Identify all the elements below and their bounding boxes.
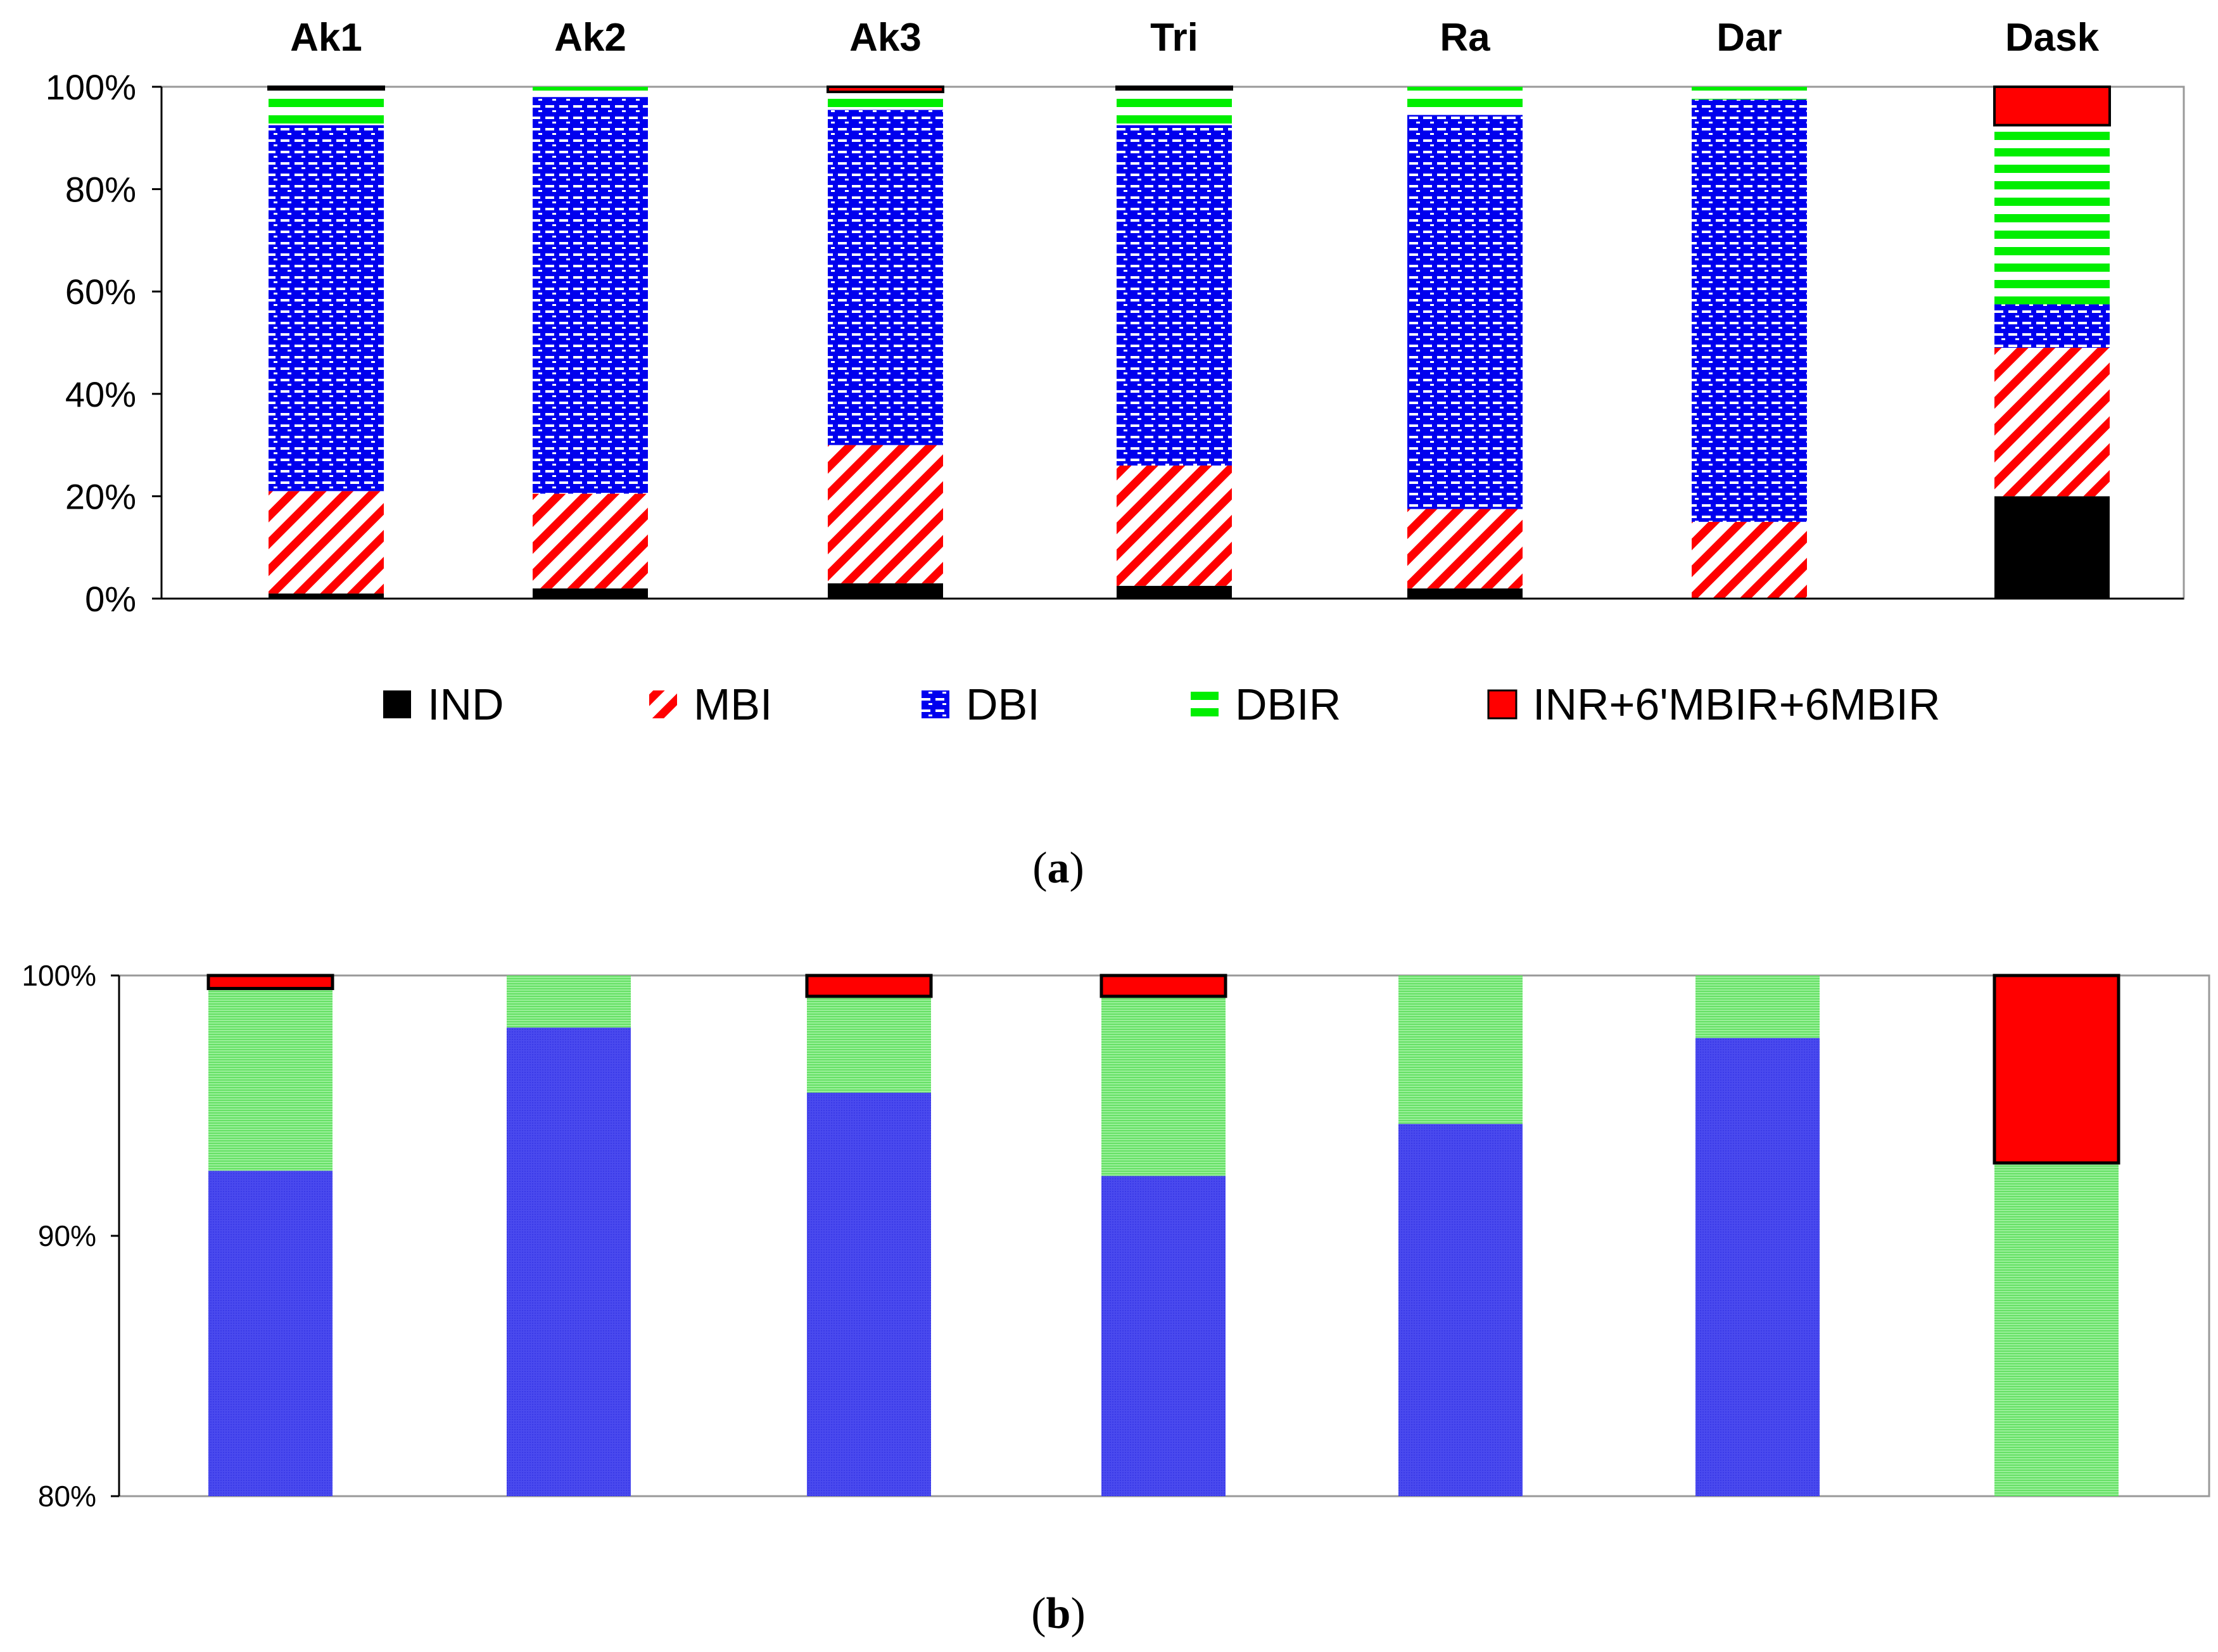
bar-b-tri-dbi [1101, 1176, 1226, 1496]
bar-ak1-inr [267, 86, 385, 91]
bar-ak1-mbi [269, 491, 384, 594]
chart-panel-b: 80% 90% 100% [22, 959, 2210, 1513]
category-label-ak3: Ak3 [849, 16, 922, 60]
bar-ra-ind [1407, 588, 1523, 599]
bar-ak3-mbi [828, 445, 943, 583]
bar-tri-ind [1117, 585, 1232, 599]
bar-b-ak2-dbir [507, 975, 631, 1028]
bar-dar-mbi [1692, 521, 1807, 599]
y-axis-a: 0% 20% 40% 60% 80% 100% [46, 67, 162, 619]
legend-swatch [649, 690, 677, 718]
bar-b-tri-dbir [1101, 996, 1226, 1176]
bar-ra-dbi [1407, 115, 1523, 509]
bar-b-ak3-inr [805, 974, 933, 998]
bars-b [206, 974, 2120, 1496]
category-label-tri: Tri [1150, 16, 1198, 60]
legend-label: DBI [966, 680, 1040, 729]
bar-dask-dbir [1994, 125, 2110, 305]
category-label-ak1: Ak1 [290, 16, 362, 60]
category-label-ra: Ra [1440, 16, 1490, 60]
bar-dask-inr [1993, 86, 2111, 127]
bar-tri-dbi [1117, 125, 1232, 466]
legend-swatch [1191, 690, 1219, 718]
bar-ak2-dbir [533, 87, 648, 98]
bar-ak3-ind [828, 583, 943, 599]
bar-ra-mbi [1407, 509, 1523, 588]
y-tick-label: 90% [38, 1219, 96, 1252]
y-tick-label: 20% [65, 476, 136, 516]
bar-tri-dbir [1117, 89, 1232, 125]
y-tick-label: 80% [65, 170, 136, 210]
category-labels-a: Ak1 Ak2 Ak3 Tri Ra Dar Dask [290, 16, 2100, 60]
y-tick-label: 40% [65, 374, 136, 414]
bar-ak3-dbir [828, 92, 943, 110]
y-tick-label: 100% [22, 959, 96, 992]
legend-label: IND [428, 680, 504, 729]
bar-b-dar-dbir [1695, 975, 1820, 1038]
bar-b-ak2-dbi [507, 1027, 631, 1496]
y-tick-label: 80% [38, 1480, 96, 1513]
bar-b-ak1-inr [206, 974, 334, 991]
panel-label-b: (b) [1031, 1589, 1086, 1638]
bar-ak3-dbi [828, 110, 943, 445]
legend-swatch [1487, 689, 1518, 720]
legend: IND MBI DBI DBIR INR+6'MBIR+6MBIR [383, 680, 1941, 729]
legend-swatch [383, 690, 411, 718]
bar-tri-mbi [1117, 465, 1232, 586]
bar-dar-dbir [1692, 87, 1807, 100]
bar-b-ak3-dbi [807, 1092, 931, 1496]
legend-label: MBI [694, 680, 772, 729]
y-tick-label: 100% [46, 67, 136, 107]
bar-b-dask-dbir [1994, 1162, 2119, 1496]
bar-b-tri-inr [1099, 974, 1227, 998]
legend-item-ind: IND [383, 680, 504, 729]
category-label-dar: Dar [1716, 16, 1782, 60]
legend-item-mbi: MBI [649, 680, 772, 729]
bar-dar-dbi [1692, 99, 1807, 522]
y-axis-b: 80% 90% 100% [22, 959, 119, 1513]
bar-ra-dbir [1407, 87, 1523, 115]
y-tick-label: 0% [85, 579, 136, 619]
legend-item-dbi: DBI [922, 680, 1040, 729]
chart-panel-a: 0% 20% 40% 60% 80% 100% Ak1 Ak2 Ak3 Tri Ra Dar Dask… [46, 16, 2185, 729]
bar-b-ak1-dbir [208, 988, 333, 1171]
bar-dask-ind [1994, 496, 2110, 599]
legend-item-inr: INR+6'MBIR+6MBIR [1487, 680, 1941, 729]
category-label-ak2: Ak2 [554, 16, 626, 60]
bar-ak2-dbi [533, 97, 648, 494]
bars-a [267, 86, 2111, 599]
bar-ak3-inr [827, 86, 944, 94]
legend-swatch [922, 690, 949, 718]
bar-b-ak1-dbi [208, 1171, 333, 1496]
bar-ak1-dbir [269, 89, 384, 125]
bar-dask-mbi [1994, 348, 2110, 497]
bar-ak1-dbi [269, 125, 384, 492]
legend-label: INR+6'MBIR+6MBIR [1533, 680, 1941, 729]
bar-b-ra-dbir [1398, 975, 1523, 1124]
bar-dask-dbi [1994, 304, 2110, 348]
category-label-dask: Dask [2005, 16, 2100, 60]
panel-label-a: (a) [1032, 844, 1084, 893]
y-tick-label: 60% [65, 272, 136, 312]
legend-label: DBIR [1235, 680, 1341, 729]
legend-item-dbir: DBIR [1191, 680, 1341, 729]
bar-b-dar-dbi [1695, 1038, 1820, 1496]
bar-ak2-ind [533, 588, 648, 599]
bar-b-ra-dbi [1398, 1124, 1523, 1496]
bar-tri-inr [1115, 86, 1233, 91]
bar-b-ak3-dbir [807, 996, 931, 1093]
bar-ak1-ind [269, 593, 384, 599]
bar-b-dask-inr [1993, 974, 2120, 1165]
bar-ak2-mbi [533, 493, 648, 588]
